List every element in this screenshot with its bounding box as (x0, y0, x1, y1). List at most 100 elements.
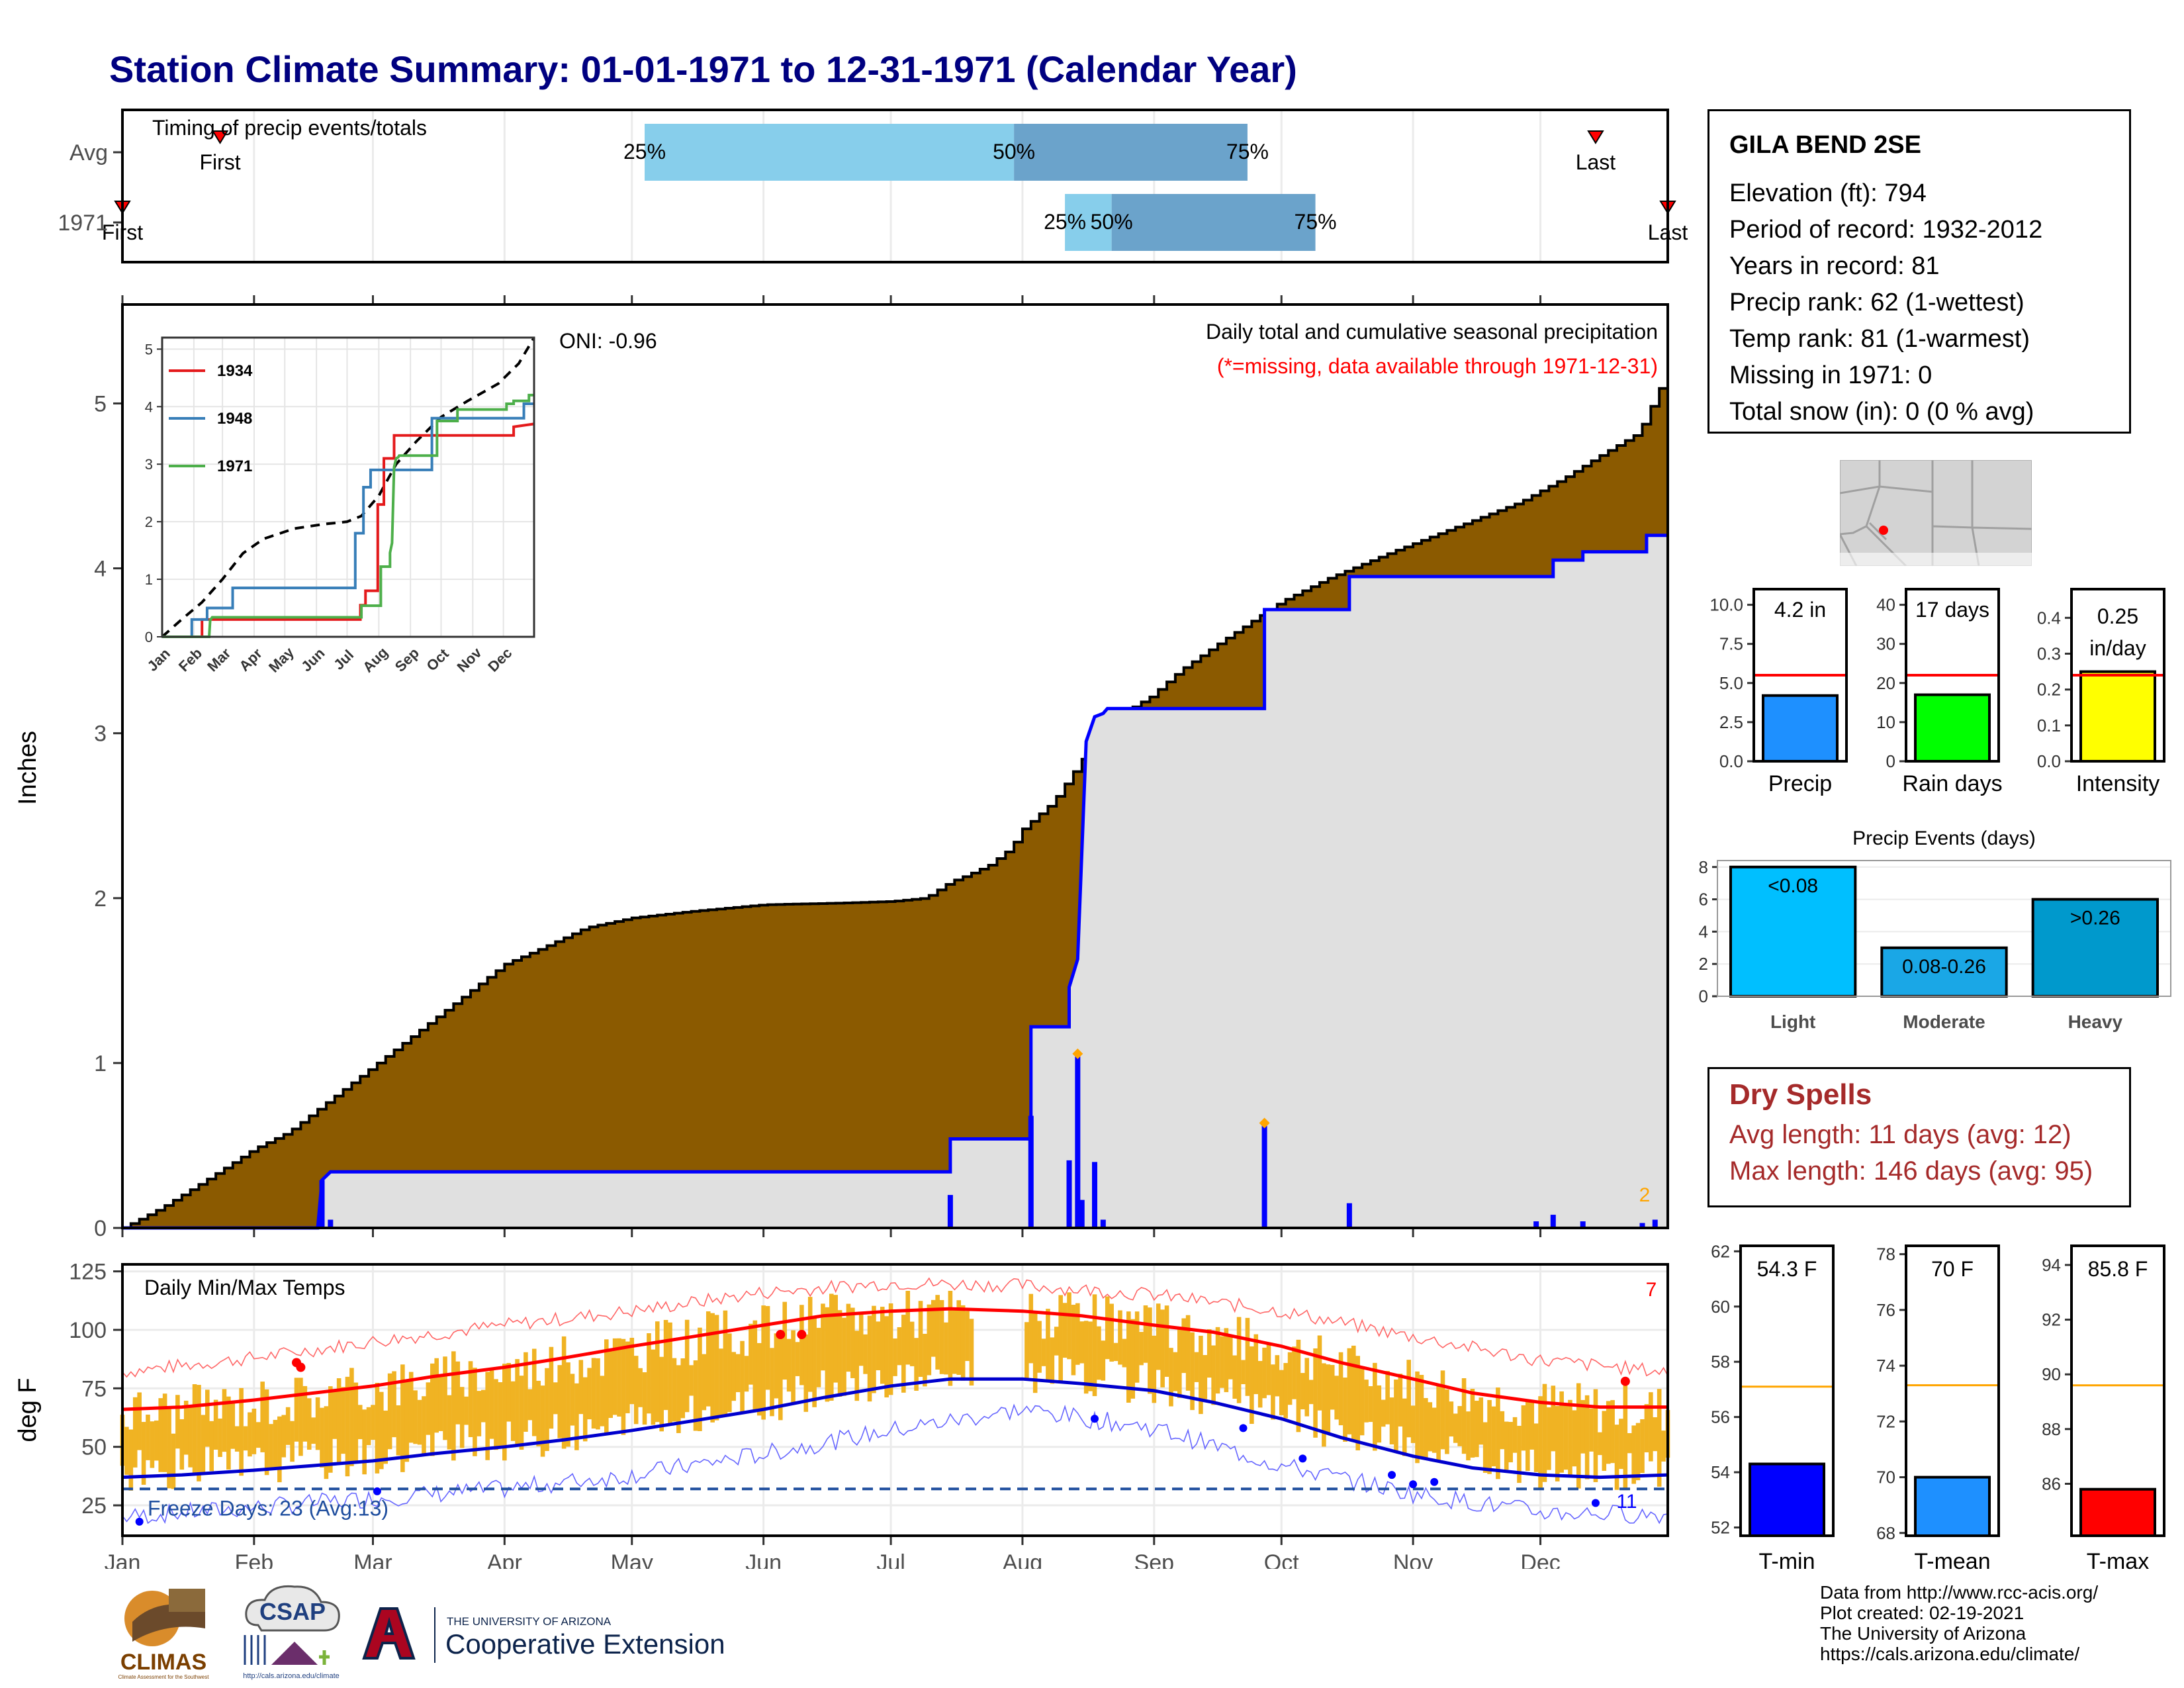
daily-temp-bar (863, 1334, 868, 1374)
daily-temp-bar (1088, 1321, 1093, 1391)
daily-temp-bar (893, 1338, 897, 1376)
daily-temp-bar (744, 1356, 749, 1392)
daily-temp-bar (183, 1400, 189, 1455)
daily-temp-bar (1593, 1389, 1598, 1483)
daily-temp-bar (201, 1415, 206, 1473)
precip-plot-border (121, 303, 1669, 1229)
daily-temp-bar (438, 1375, 443, 1431)
daily-temp-bar (1627, 1432, 1632, 1454)
precip-subtitle: (*=missing, data available through 1971-… (1217, 354, 1658, 378)
tmin-summary-ytick-label: 62 (1711, 1241, 1730, 1261)
events-bar (1880, 946, 2008, 998)
month-label: Dec (1520, 1550, 1560, 1569)
month-label: Jan (105, 1550, 141, 1569)
daily-temp-bar (931, 1299, 936, 1357)
daily-temp-bar (320, 1407, 324, 1468)
daily-temp-bar (459, 1387, 465, 1448)
daily-temp-bar (689, 1365, 694, 1396)
intensity-summary-ytick-label: 0.2 (2037, 680, 2061, 700)
daily-temp-bar (1640, 1419, 1645, 1474)
daily-temp-bar (1521, 1405, 1526, 1451)
intensity-summary-value-label: 0.25 (2097, 604, 2138, 628)
precip-summary-ytick-label: 0.0 (1719, 751, 1743, 771)
record-max-line (122, 1277, 1668, 1378)
precip-events-chart: Precip Events (days) 0 2 4 6 8 <0.08 Light 0.08-… (1699, 827, 2171, 1032)
precip-ytick-label: 5 (94, 391, 107, 416)
tmin-summary-ytick-label: 58 (1711, 1352, 1730, 1372)
daily-temp-bar (1385, 1371, 1390, 1425)
tmin-summary-category-label: T-min (1759, 1549, 1815, 1574)
tmin-summary-ytick-label: 52 (1711, 1517, 1730, 1537)
daily-temp-bar (489, 1368, 494, 1439)
timing-pct-label: 50% (1091, 210, 1133, 234)
daily-temp-bar (888, 1303, 893, 1395)
daily-temp-bar (1504, 1421, 1509, 1470)
precip-summary-category-label: Precip (1768, 771, 1832, 796)
daily-temp-bar (302, 1385, 308, 1442)
daily-temp-bar (731, 1352, 737, 1401)
daily-temp-bar (1512, 1417, 1518, 1453)
events-ytick-label: 8 (1699, 857, 1708, 877)
temp-ytick-label: 100 (69, 1318, 107, 1343)
month-label: Sep (1134, 1550, 1175, 1569)
oni-label: ONI: -0.96 (559, 329, 657, 353)
daily-temp-bar (234, 1426, 240, 1452)
intensity-summary-ytick-label: 0.3 (2037, 644, 2061, 664)
page-title: Station Climate Summary: 01-01-1971 to 1… (109, 48, 1297, 90)
daily-precip-bar (1100, 1219, 1106, 1228)
daily-temp-bar (188, 1407, 193, 1468)
precip-summary-ytick-label: 7.5 (1719, 634, 1743, 654)
daily-temp-bar (1584, 1395, 1590, 1479)
daily-temp-bar (948, 1291, 953, 1386)
events-ytick-label: 2 (1699, 954, 1708, 974)
daily-temp-bar (1058, 1295, 1063, 1381)
daily-temp-bar (1542, 1383, 1547, 1482)
daily-temp-bar (1428, 1402, 1433, 1452)
daily-temp-bar (426, 1382, 431, 1435)
month-label: Jul (876, 1550, 905, 1569)
record-low-marker (1239, 1424, 1248, 1432)
timing-title: Timing of precip events/totals (152, 116, 427, 140)
daily-temp-bar (179, 1419, 185, 1470)
timing-row-label: 1971 (58, 211, 108, 236)
daily-temp-bar (1424, 1397, 1428, 1460)
timing-first-marker (211, 130, 229, 144)
daily-temp-bar (1164, 1305, 1169, 1377)
daily-temp-bar (392, 1371, 396, 1438)
daily-temp-bar (1343, 1378, 1347, 1442)
daily-temp-bar (468, 1361, 473, 1437)
daily-temp-bar (782, 1301, 788, 1380)
precip-ytick-label: 4 (94, 557, 107, 582)
intensity-summary-ytick-label: 0.0 (2037, 751, 2061, 771)
precip-summary-bar (1762, 694, 1839, 763)
station-snow: Total snow (in): 0 (0 % avg) (1729, 398, 2034, 426)
daily-temp-bar (171, 1433, 176, 1489)
precip-summary-ytick-label: 10.0 (1709, 595, 1743, 615)
daily-temp-bar (536, 1380, 541, 1447)
daily-temp-bar (1547, 1407, 1551, 1470)
daily-precip-bar (1550, 1215, 1556, 1228)
daily-temp-bar (1631, 1425, 1636, 1484)
daily-temp-bar (1304, 1358, 1310, 1417)
daily-temp-bar (506, 1362, 512, 1422)
daily-temp-bar (158, 1398, 163, 1472)
daily-temp-bar (332, 1389, 338, 1439)
daily-temp-bar (1389, 1397, 1394, 1445)
daily-temp-bar (1134, 1311, 1140, 1383)
month-label: Mar (353, 1550, 392, 1569)
inset-ytick-label: 1 (145, 571, 153, 588)
daily-temp-bar (765, 1305, 770, 1390)
daily-temp-bar (371, 1405, 375, 1440)
tmin-summary-border (1739, 1244, 1835, 1537)
daily-temp-bar (243, 1426, 248, 1451)
record-high-marker (296, 1362, 306, 1372)
month-label: May (611, 1550, 653, 1569)
daily-temps-chart: Freeze Days: 23 (Avg:13) 7 11 25 50 75 100 125 J… (14, 1260, 1670, 1569)
daily-temp-bar (298, 1378, 303, 1456)
daily-temp-bar (629, 1337, 635, 1405)
daily-temp-bar (1122, 1338, 1127, 1368)
daily-precip-bar (1091, 1162, 1097, 1228)
tmax-summary-bg (2071, 1246, 2164, 1536)
daily-temp-bar (825, 1307, 830, 1402)
